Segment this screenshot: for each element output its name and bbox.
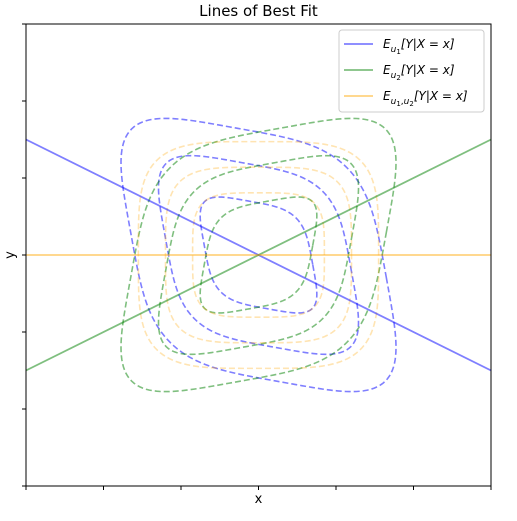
density-contours	[120, 117, 397, 393]
contour-u1u2-level-1	[191, 192, 326, 318]
y-axis-label: y	[3, 251, 18, 259]
legend: Eu1[Y|X = x] Eu2[Y|X = x] Eu1,u2[Y|X = x]	[338, 29, 485, 113]
contour-u1-level-2	[157, 154, 360, 356]
legend-label-2: Eu2[Y|X = x]	[383, 63, 455, 82]
axis-ticks	[22, 23, 492, 490]
legend-label-1: Eu1[Y|X = x]	[383, 37, 455, 56]
regression-lines	[26, 138, 491, 372]
contour-u1-level-3	[120, 117, 397, 393]
contour-u2-level-1	[199, 196, 318, 314]
contour-u2-level-3	[120, 117, 397, 393]
x-axis-label: x	[255, 492, 263, 507]
legend-box	[338, 29, 485, 113]
chart-title: Lines of Best Fit	[199, 2, 318, 20]
legend-label-3: Eu1,u2[Y|X = x]	[383, 89, 468, 108]
contour-u2-level-2	[157, 154, 360, 356]
contour-u1-level-1	[199, 196, 318, 314]
